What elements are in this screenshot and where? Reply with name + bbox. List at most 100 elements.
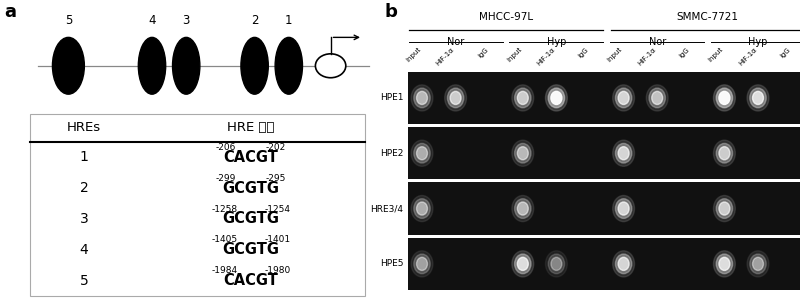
Text: HPE5: HPE5 bbox=[380, 259, 403, 269]
Text: HPE2: HPE2 bbox=[380, 149, 403, 158]
Ellipse shape bbox=[445, 85, 466, 111]
Bar bbox=[408, 72, 800, 124]
Ellipse shape bbox=[414, 88, 430, 108]
Ellipse shape bbox=[719, 257, 730, 270]
Bar bbox=[30, 114, 365, 296]
Ellipse shape bbox=[518, 202, 528, 215]
Ellipse shape bbox=[618, 91, 629, 104]
Text: -206: -206 bbox=[216, 143, 237, 152]
Ellipse shape bbox=[417, 91, 427, 104]
Ellipse shape bbox=[417, 257, 427, 270]
Text: -1401: -1401 bbox=[265, 235, 291, 244]
Ellipse shape bbox=[417, 147, 427, 160]
Text: 4: 4 bbox=[79, 243, 88, 257]
Ellipse shape bbox=[716, 199, 733, 218]
Circle shape bbox=[315, 54, 346, 78]
Ellipse shape bbox=[649, 88, 666, 108]
Ellipse shape bbox=[514, 88, 531, 108]
Text: 1: 1 bbox=[285, 14, 293, 27]
Ellipse shape bbox=[512, 140, 534, 166]
Ellipse shape bbox=[275, 37, 302, 94]
Text: -1258: -1258 bbox=[211, 205, 238, 213]
Ellipse shape bbox=[548, 254, 565, 274]
Ellipse shape bbox=[551, 257, 562, 270]
Ellipse shape bbox=[414, 144, 430, 163]
Ellipse shape bbox=[53, 37, 84, 94]
Ellipse shape bbox=[716, 144, 733, 163]
Text: -1405: -1405 bbox=[211, 235, 238, 244]
Ellipse shape bbox=[652, 91, 662, 104]
Ellipse shape bbox=[138, 37, 166, 94]
Ellipse shape bbox=[512, 85, 534, 111]
Text: 2: 2 bbox=[79, 181, 88, 195]
Ellipse shape bbox=[750, 254, 766, 274]
Ellipse shape bbox=[747, 85, 769, 111]
Ellipse shape bbox=[414, 254, 430, 274]
Text: CACGT: CACGT bbox=[224, 150, 278, 165]
Text: Hyp: Hyp bbox=[546, 37, 566, 47]
Ellipse shape bbox=[615, 144, 632, 163]
Text: 3: 3 bbox=[79, 212, 88, 226]
Ellipse shape bbox=[714, 251, 735, 277]
Ellipse shape bbox=[414, 199, 430, 218]
Text: IgG: IgG bbox=[779, 46, 791, 59]
Text: HRE 位点: HRE 位点 bbox=[227, 121, 275, 134]
Text: Input: Input bbox=[707, 46, 725, 63]
Ellipse shape bbox=[518, 257, 528, 270]
Text: HIF-1α: HIF-1α bbox=[637, 46, 658, 67]
Ellipse shape bbox=[546, 251, 567, 277]
Text: -1254: -1254 bbox=[265, 205, 291, 213]
Text: Nor: Nor bbox=[649, 37, 666, 47]
Ellipse shape bbox=[615, 199, 632, 218]
Text: 4: 4 bbox=[148, 14, 156, 27]
Text: -1980: -1980 bbox=[265, 266, 291, 275]
Ellipse shape bbox=[613, 140, 634, 166]
Ellipse shape bbox=[512, 196, 534, 222]
Ellipse shape bbox=[241, 37, 268, 94]
Ellipse shape bbox=[514, 199, 531, 218]
Ellipse shape bbox=[514, 144, 531, 163]
Ellipse shape bbox=[750, 88, 766, 108]
Ellipse shape bbox=[618, 147, 629, 160]
Text: -1984: -1984 bbox=[211, 266, 238, 275]
Text: HRE3/4: HRE3/4 bbox=[370, 204, 403, 213]
Text: IgG: IgG bbox=[477, 46, 490, 59]
Ellipse shape bbox=[719, 91, 730, 104]
Text: HPE1: HPE1 bbox=[380, 93, 403, 103]
Text: MHCC-97L: MHCC-97L bbox=[479, 12, 533, 22]
Text: GCGTG: GCGTG bbox=[222, 211, 280, 226]
Text: -299: -299 bbox=[216, 174, 237, 183]
Text: GCGTG: GCGTG bbox=[222, 181, 280, 196]
Ellipse shape bbox=[714, 85, 735, 111]
Ellipse shape bbox=[450, 91, 461, 104]
Text: HIF-1α: HIF-1α bbox=[738, 46, 758, 67]
Ellipse shape bbox=[613, 251, 634, 277]
Ellipse shape bbox=[753, 257, 763, 270]
Text: Input: Input bbox=[405, 46, 422, 63]
Ellipse shape bbox=[747, 251, 769, 277]
Text: CACGT: CACGT bbox=[224, 273, 278, 288]
Ellipse shape bbox=[646, 85, 668, 111]
Ellipse shape bbox=[514, 254, 531, 274]
Ellipse shape bbox=[548, 88, 565, 108]
Bar bbox=[408, 182, 800, 235]
Ellipse shape bbox=[714, 196, 735, 222]
Text: -295: -295 bbox=[266, 174, 286, 183]
Text: Hyp: Hyp bbox=[748, 37, 768, 47]
Ellipse shape bbox=[411, 140, 433, 166]
Text: IgG: IgG bbox=[678, 46, 690, 59]
Ellipse shape bbox=[518, 147, 528, 160]
Ellipse shape bbox=[613, 196, 634, 222]
Ellipse shape bbox=[546, 85, 567, 111]
Ellipse shape bbox=[447, 88, 464, 108]
Ellipse shape bbox=[518, 91, 528, 104]
Text: Nor: Nor bbox=[447, 37, 464, 47]
Ellipse shape bbox=[613, 85, 634, 111]
Text: Input: Input bbox=[506, 46, 523, 63]
Text: IgG: IgG bbox=[578, 46, 590, 59]
Ellipse shape bbox=[551, 91, 562, 104]
Text: 1: 1 bbox=[79, 150, 88, 164]
Ellipse shape bbox=[719, 147, 730, 160]
Text: 5: 5 bbox=[65, 14, 72, 27]
Ellipse shape bbox=[618, 257, 629, 270]
